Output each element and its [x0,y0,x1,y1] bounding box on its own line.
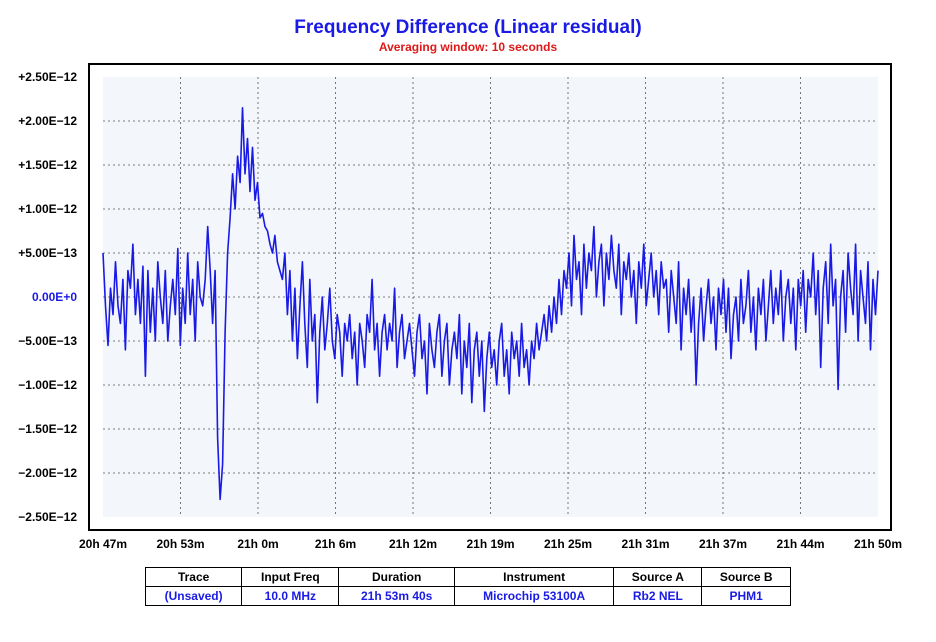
value-input-freq: 10.0 MHz [241,586,340,606]
y-tick-label: +1.00E−12 [18,202,77,216]
y-axis-ticks: +2.50E−12 +2.00E−12 +1.50E−12 +1.00E−12 +5.0… [18,70,77,524]
x-axis-ticks: 20h 47m 20h 53m 21h 0m 21h 6m 21h 12m 21h 19m… [79,537,902,551]
header-input-freq: Input Freq [241,567,340,587]
value-instrument: Microchip 53100A [453,586,615,606]
y-tick-label: −1.50E−12 [18,422,77,436]
value-duration: 21h 53m 40s [338,586,455,606]
value-source-b: PHM1 [701,586,791,606]
x-tick-label: 21h 12m [389,537,437,551]
x-tick-label: 21h 6m [315,537,356,551]
chart-subtitle: Averaging window: 10 seconds [378,40,558,54]
x-tick-label: 21h 19m [466,537,514,551]
y-tick-label: +1.50E−12 [18,158,77,172]
x-tick-label: 21h 44m [776,537,824,551]
header-source-a: Source A [613,567,703,587]
grid [103,77,878,517]
x-tick-label: 21h 25m [544,537,592,551]
info-table: Trace Input Freq Duration Instrument Sou… [144,567,791,606]
frequency-difference-chart: +2.50E−12 +2.00E−12 +1.50E−12 +1.00E−12 +5.0… [18,63,902,551]
y-tick-label: −5.00E−13 [18,334,77,348]
x-tick-label: 21h 31m [621,537,669,551]
info-table-value-row: (Unsaved) 10.0 MHz 21h 53m 40s Microchip… [144,586,791,606]
header-instrument: Instrument [453,567,615,587]
header-source-b: Source B [701,567,791,587]
x-tick-label: 20h 53m [156,537,204,551]
y-tick-label: −2.50E−12 [18,510,77,524]
y-tick-label: +2.00E−12 [18,114,77,128]
y-tick-label: −1.00E−12 [18,378,77,392]
y-tick-label: +5.00E−13 [18,246,77,260]
header-duration: Duration [338,567,455,587]
info-table-header-row: Trace Input Freq Duration Instrument Sou… [144,567,791,587]
x-tick-label: 21h 37m [699,537,747,551]
value-trace: (Unsaved) [144,586,243,606]
y-tick-label: 0.00E+0 [32,290,77,304]
chart-title: Frequency Difference (Linear residual) [294,17,642,38]
value-source-a: Rb2 NEL [613,586,703,606]
x-tick-label: 21h 0m [237,537,278,551]
header-trace: Trace [144,567,243,587]
x-tick-label: 20h 47m [79,537,127,551]
y-tick-label: +2.50E−12 [18,70,77,84]
series-line [102,107,879,501]
x-tick-label: 21h 50m [854,537,902,551]
y-tick-label: −2.00E−12 [18,466,77,480]
